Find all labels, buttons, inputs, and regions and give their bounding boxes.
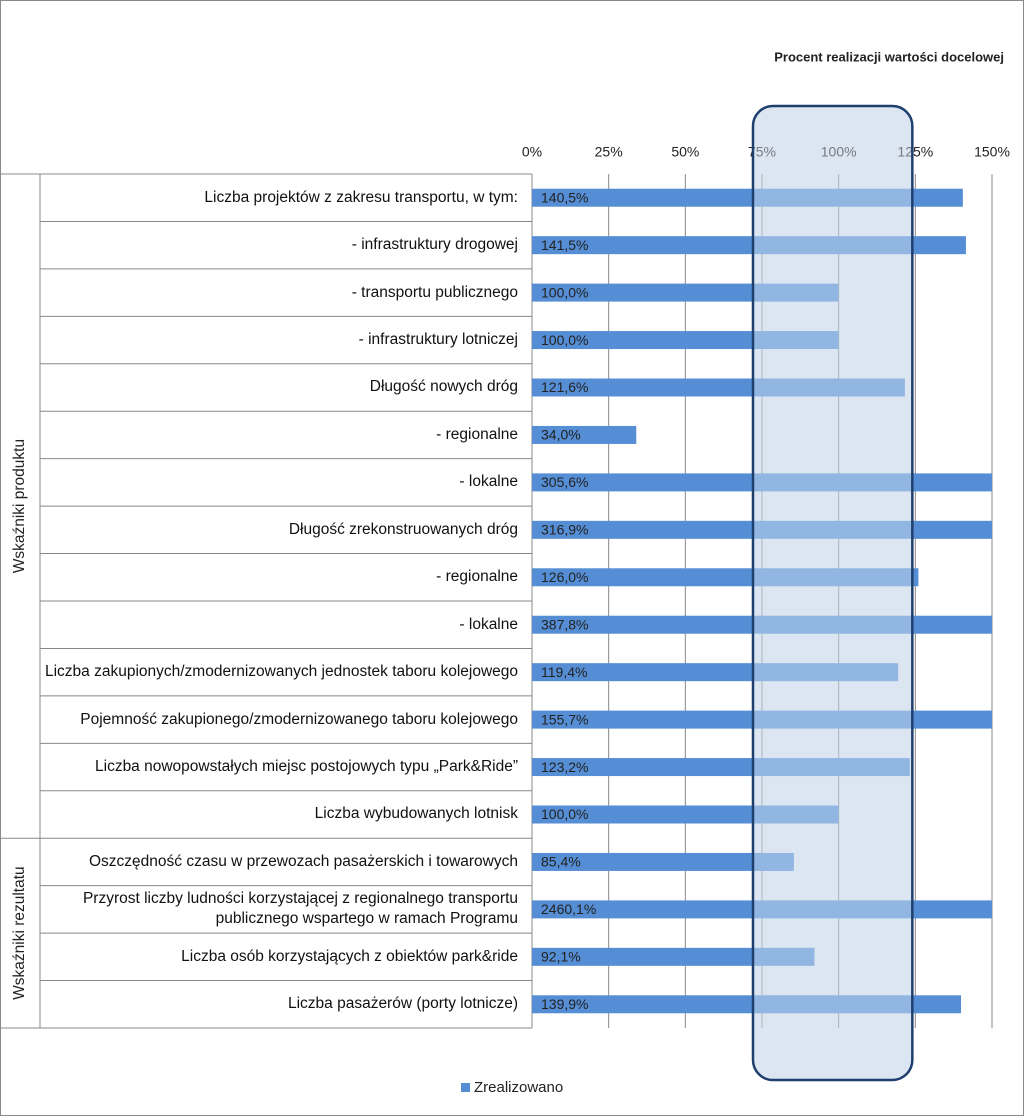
category-label: Długość zrekonstruowanych dróg bbox=[288, 520, 518, 538]
category-label: - infrastruktury lotniczej bbox=[358, 331, 518, 349]
value-label: 100,0% bbox=[541, 332, 588, 348]
x-tick-label: 100% bbox=[821, 144, 857, 160]
target-band-bg bbox=[753, 106, 913, 1080]
x-tick-label: 150% bbox=[974, 144, 1010, 160]
category-label: - regionalne bbox=[436, 568, 518, 586]
value-label: 121,6% bbox=[541, 379, 588, 395]
bar bbox=[532, 378, 905, 397]
value-label: 387,8% bbox=[541, 616, 588, 632]
bar bbox=[532, 758, 910, 777]
value-label: 123,2% bbox=[541, 759, 588, 775]
value-label: 34,0% bbox=[541, 427, 581, 443]
bar bbox=[532, 236, 966, 255]
bar bbox=[532, 425, 637, 444]
category-label: Przyrost liczby ludności korzystającej z… bbox=[82, 890, 518, 928]
value-label: 140,5% bbox=[541, 189, 588, 205]
bar bbox=[532, 663, 899, 682]
category-label: - regionalne bbox=[436, 425, 518, 443]
category-label: - infrastruktury drogowej bbox=[351, 236, 518, 254]
value-label: 155,7% bbox=[541, 711, 588, 727]
bar bbox=[532, 852, 794, 871]
category-label: - lokalne bbox=[459, 473, 518, 491]
category-label: Liczba osób korzystających z obiektów pa… bbox=[181, 947, 518, 965]
value-label: 119,4% bbox=[541, 664, 587, 680]
target-band bbox=[751, 104, 914, 1082]
x-tick-label: 25% bbox=[595, 144, 623, 160]
category-label: - lokalne bbox=[459, 615, 518, 633]
value-label: 85,4% bbox=[541, 854, 581, 870]
value-label: 100,0% bbox=[541, 284, 588, 300]
category-label: Liczba projektów z zakresu transportu, w… bbox=[204, 188, 518, 206]
value-label: 92,1% bbox=[541, 949, 581, 965]
value-label: 139,9% bbox=[541, 996, 588, 1012]
bar bbox=[532, 900, 992, 919]
bar bbox=[532, 188, 963, 207]
bars bbox=[532, 188, 992, 1014]
x-tick-label: 75% bbox=[748, 144, 776, 160]
bar bbox=[532, 331, 839, 350]
bar bbox=[532, 568, 919, 587]
category-label: Oszczędność czasu w przewozach pasażersk… bbox=[88, 852, 518, 870]
bar bbox=[532, 283, 839, 302]
x-tick-label: 125% bbox=[897, 144, 933, 160]
category-label: Pojemność zakupionego/zmodernizowanego t… bbox=[80, 710, 518, 728]
group-label: Wskaźniki produktu bbox=[11, 439, 28, 573]
group-label: Wskaźniki rezultatu bbox=[11, 866, 28, 1000]
category-label: Liczba pasażerów (porty lotnicze) bbox=[287, 995, 518, 1013]
category-label: Liczba nowopowstałych miejsc postojowych… bbox=[95, 758, 518, 776]
value-label: 141,5% bbox=[541, 237, 588, 253]
bar bbox=[532, 805, 839, 824]
annotation: Procent realizacji wartości docelowej bbox=[774, 49, 1004, 64]
legend-label: Zrealizowano bbox=[474, 1079, 563, 1096]
value-label: 126,0% bbox=[541, 569, 588, 585]
x-tick-label: 50% bbox=[671, 144, 699, 160]
value-label: 305,6% bbox=[541, 474, 588, 490]
category-label: - transportu publicznego bbox=[351, 283, 518, 301]
x-tick-label: 0% bbox=[522, 144, 542, 160]
bar bbox=[532, 473, 992, 492]
value-label: 316,9% bbox=[541, 522, 588, 538]
value-label: 100,0% bbox=[541, 806, 588, 822]
bar bbox=[532, 615, 992, 634]
bar bbox=[532, 710, 992, 729]
category-label: Długość nowych dróg bbox=[369, 378, 518, 396]
category-label: Liczba zakupionych/zmodernizowanych jedn… bbox=[44, 663, 518, 681]
category-label: Liczba wybudowanych lotnisk bbox=[314, 805, 518, 823]
bar bbox=[532, 947, 815, 966]
legend-swatch bbox=[461, 1083, 470, 1092]
bar bbox=[532, 995, 962, 1014]
value-label: 2460,1% bbox=[541, 901, 596, 917]
bar bbox=[532, 520, 992, 539]
